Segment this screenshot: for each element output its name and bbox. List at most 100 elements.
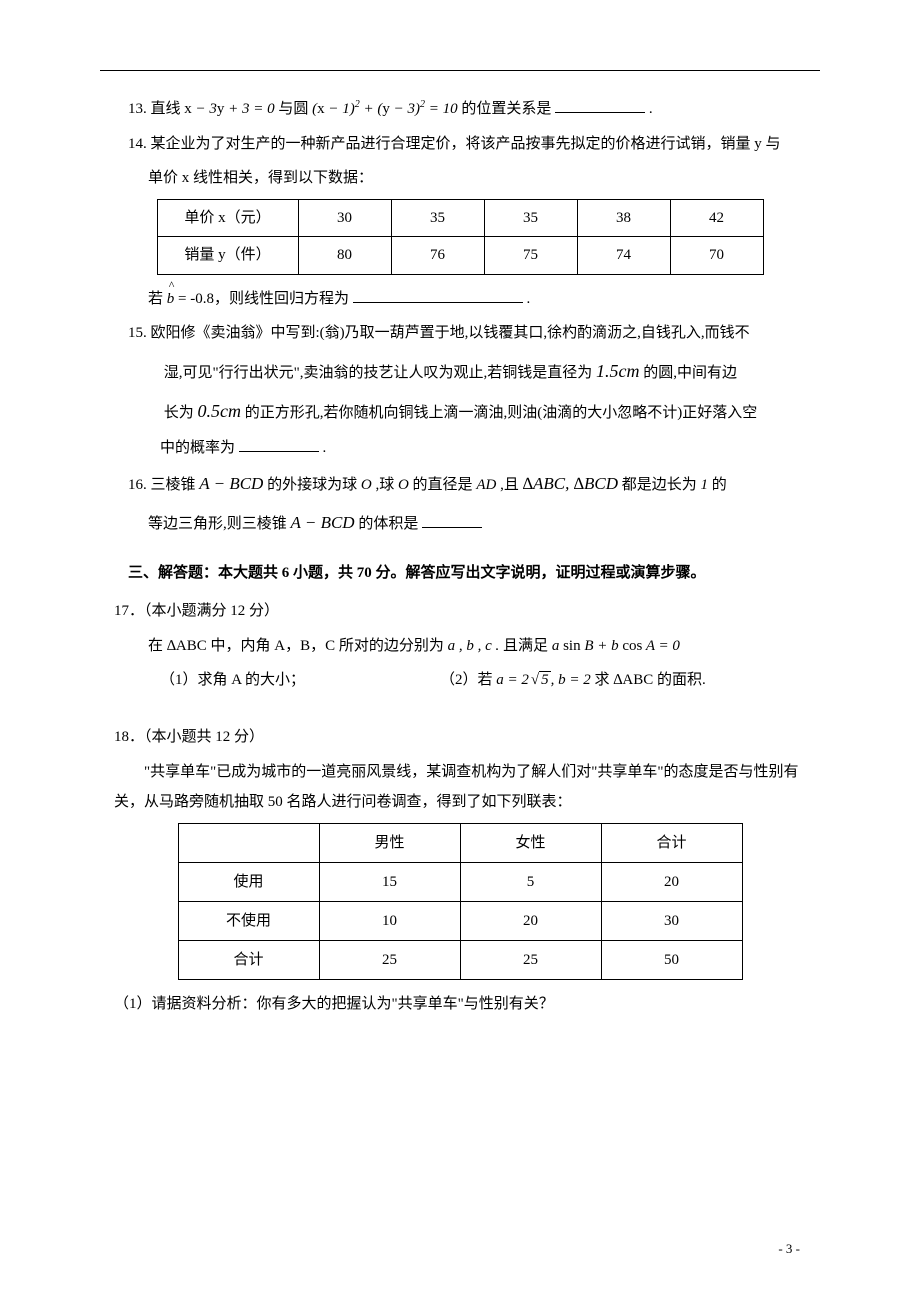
q13-eq1: x − 3y + 3 = 0 <box>184 101 274 117</box>
table-cell: 75 <box>484 237 577 275</box>
table-cell: 42 <box>670 199 763 237</box>
q17-p2b: a = 2√5, b = 2 <box>496 672 590 688</box>
table-row: 单价 x（元） 30 35 35 38 42 <box>157 199 763 237</box>
question-18-line2: （1）请据资料分析：你有多大的把握认为"共享单车"与性别有关？ <box>100 990 820 1019</box>
q16-O2: O <box>398 477 409 493</box>
q15-l3c: 的正方形孔,若你随机向铜钱上滴一滴油,则油(油滴的大小忽略不计)正好落入空 <box>245 405 758 421</box>
q16-O1: O <box>361 477 372 493</box>
q16-1g: 的直径是 <box>413 477 473 493</box>
q15-diameter: 1.5cm <box>596 361 640 381</box>
q14-blank <box>353 287 523 303</box>
table-row: 使用 15 5 20 <box>178 863 742 902</box>
table-cell: 35 <box>484 199 577 237</box>
q14-l3a: 若 <box>148 291 163 307</box>
q15-l2c: 的圆,中间有边 <box>643 365 737 381</box>
q17-eq: a sin B + b cos A = 0 <box>552 638 680 654</box>
q14-l3c: = -0.8，则线性回归方程为 <box>178 291 349 307</box>
question-14-line1: 14. 某企业为了对生产的一种新产品进行合理定价，将该产品按事先拟定的价格进行试… <box>100 130 820 159</box>
q15-l3a: 长为 <box>164 405 194 421</box>
q13-eq2: (x − 1)2 + (y − 3)2 = 10 <box>312 101 458 117</box>
q16-triangles: ∆ABC, ∆BCD <box>523 474 618 493</box>
q16-1k: 都是边长为 <box>622 477 697 493</box>
table-cell: 5 <box>460 863 601 902</box>
question-17-parts: （1）求角 A 的大小； （2）若 a = 2√5, b = 2 求 ∆ABC … <box>100 666 820 695</box>
question-15-line4: 中的概率为 . <box>100 434 820 463</box>
question-15-line2: 湿,可见"行行出状元",卖油翁的技艺让人叹为观止,若铜钱是直径为 1.5cm 的… <box>100 354 820 388</box>
q17-1a: 在 ∆ABC 中，内角 A，B，C 所对的边分别为 <box>148 638 444 654</box>
table-cell: 合计 <box>178 941 319 980</box>
q17-p2a: （2）若 <box>440 672 496 688</box>
question-14-line3: 若 b = -0.8，则线性回归方程为 . <box>100 285 820 314</box>
table-cell: 不使用 <box>178 902 319 941</box>
q16-1e: ,球 <box>375 477 394 493</box>
table-row: 销量 y（件） 80 76 75 74 70 <box>157 237 763 275</box>
q13-blank <box>555 97 645 113</box>
table-cell: 20 <box>601 863 742 902</box>
table-head: 合计 <box>601 824 742 863</box>
q14-bhat: b <box>167 285 175 314</box>
table-cell: 80 <box>298 237 391 275</box>
q13-mid1: 与圆 <box>278 101 308 117</box>
q15-l5: . <box>323 440 327 456</box>
question-18-title: 18．（本小题共 12 分） <box>100 723 820 752</box>
q17-p2c: 求 ∆ABC 的面积. <box>595 672 706 688</box>
table-cell: 50 <box>601 941 742 980</box>
table-row: 不使用 10 20 30 <box>178 902 742 941</box>
q13-mid2: 的位置关系是 <box>461 101 551 117</box>
q16-1m: 的 <box>712 477 727 493</box>
table-cell: 76 <box>391 237 484 275</box>
q15-side: 0.5cm <box>198 401 242 421</box>
table-cell: 15 <box>319 863 460 902</box>
q16-blank <box>422 512 482 528</box>
question-15-line3: 长为 0.5cm 的正方形孔,若你随机向铜钱上滴一滴油,则油(油滴的大小忽略不计… <box>100 394 820 428</box>
question-17-title: 17．（本小题满分 12 分） <box>100 597 820 626</box>
question-13: 13. 直线 x − 3y + 3 = 0 与圆 (x − 1)2 + (y −… <box>100 95 820 124</box>
document-page: 13. 直线 x − 3y + 3 = 0 与圆 (x − 1)2 + (y −… <box>0 0 920 1302</box>
q16-1c: 的外接球为球 <box>267 477 357 493</box>
table-cell: 25 <box>460 941 601 980</box>
table-cell: 20 <box>460 902 601 941</box>
q17-part2: （2）若 a = 2√5, b = 2 求 ∆ABC 的面积. <box>440 666 820 695</box>
table-cell: 35 <box>391 199 484 237</box>
q14-row2-label: 销量 y（件） <box>157 237 298 275</box>
table-cell: 25 <box>319 941 460 980</box>
table-head: 男性 <box>319 824 460 863</box>
question-15-line1: 15. 欧阳修《卖油翁》中写到:(翁)乃取一葫芦置于地,以钱覆其口,徐杓酌滴沥之… <box>100 319 820 348</box>
question-14-line2: 单价 x 线性相关，得到以下数据： <box>100 164 820 193</box>
q16-AD: AD <box>476 477 496 493</box>
q15-l2a: 湿,可见"行行出状元",卖油翁的技艺让人叹为观止,若铜钱是直径为 <box>164 365 593 381</box>
q17-abc: a , b , c . <box>448 638 500 654</box>
top-rule <box>100 70 820 71</box>
q16-abcd2: A − BCD <box>291 513 355 532</box>
table-head <box>178 824 319 863</box>
table-cell: 38 <box>577 199 670 237</box>
q16-2a: 等边三角形,则三棱锥 <box>148 516 287 532</box>
table-row: 合计 25 25 50 <box>178 941 742 980</box>
table-row: 男性 女性 合计 <box>178 824 742 863</box>
table-cell: 74 <box>577 237 670 275</box>
table-cell: 使用 <box>178 863 319 902</box>
q13-prefix: 13. 直线 <box>128 101 181 117</box>
table-cell: 30 <box>601 902 742 941</box>
q15-l4: 中的概率为 <box>160 440 235 456</box>
table-cell: 70 <box>670 237 763 275</box>
table-cell: 30 <box>298 199 391 237</box>
question-18-line1: "共享单车"已成为城市的一道亮丽风景线，某调查机构为了解人们对"共享单车"的态度… <box>100 757 820 817</box>
q16-abcd: A − BCD <box>199 474 263 493</box>
q13-suffix: . <box>649 101 653 117</box>
question-16-line1: 16. 三棱锥 A − BCD 的外接球为球 O ,球 O 的直径是 AD ,且… <box>100 468 820 500</box>
q14-row1-label: 单价 x（元） <box>157 199 298 237</box>
q16-2c: 的体积是 <box>358 516 418 532</box>
question-17-line1: 在 ∆ABC 中，内角 A，B，C 所对的边分别为 a , b , c . 且满… <box>100 632 820 661</box>
table-cell: 10 <box>319 902 460 941</box>
q16-one: 1 <box>701 477 709 493</box>
q16-1a: 16. 三棱锥 <box>128 477 196 493</box>
q16-1i: ,且 <box>500 477 519 493</box>
q17-1c: 且满足 <box>503 638 552 654</box>
q17-part1: （1）求角 A 的大小； <box>160 666 440 695</box>
section-3-title: 三、解答题：本大题共 6 小题，共 70 分。解答应写出文字说明，证明过程或演算… <box>100 559 820 588</box>
q14-l3d: . <box>526 291 530 307</box>
q18-table: 男性 女性 合计 使用 15 5 20 不使用 10 20 30 合计 25 2… <box>178 823 743 980</box>
page-number: - 3 - <box>778 1237 800 1262</box>
table-head: 女性 <box>460 824 601 863</box>
